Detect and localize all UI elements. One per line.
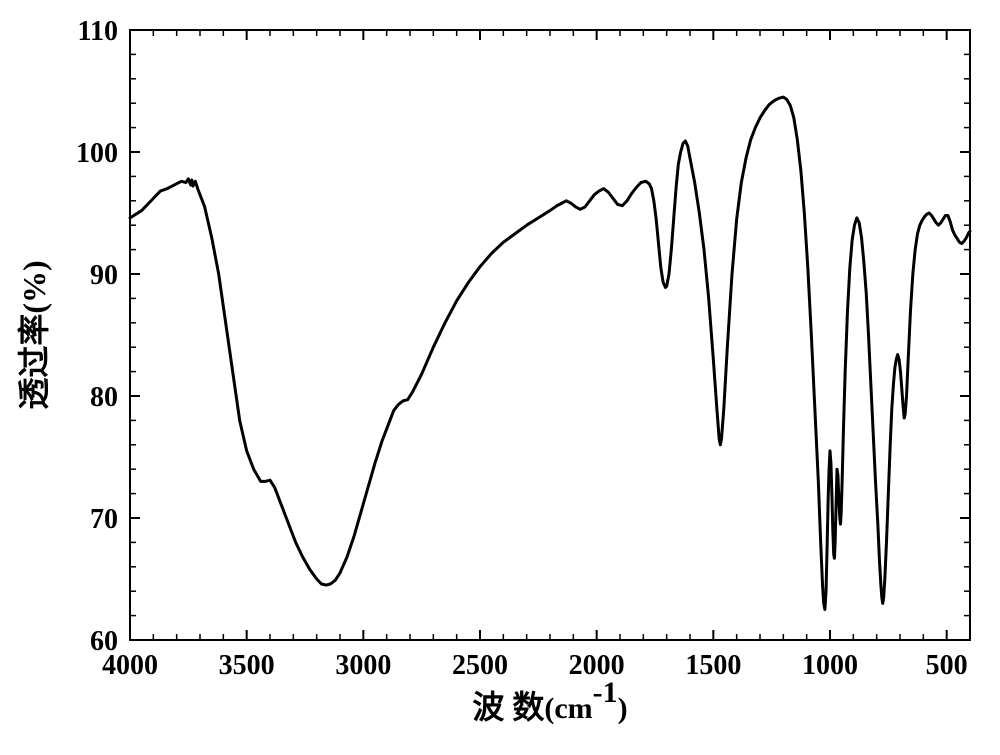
y-axis-title: 透过率(%) bbox=[16, 260, 52, 409]
plot-frame bbox=[130, 30, 970, 640]
x-tick-label: 2500 bbox=[452, 650, 508, 681]
x-tick-label: 1000 bbox=[802, 650, 858, 681]
chart-svg: 4000350030002500200015001000500607080901… bbox=[0, 0, 1000, 755]
y-tick-label: 80 bbox=[90, 382, 118, 413]
spectrum-line bbox=[130, 97, 970, 609]
y-tick-label: 60 bbox=[90, 626, 118, 657]
y-tick-label: 100 bbox=[76, 138, 118, 169]
ir-spectrum-chart: 4000350030002500200015001000500607080901… bbox=[0, 0, 1000, 755]
x-axis-title: 波 数(cm-1) bbox=[472, 676, 627, 726]
x-tick-label: 3500 bbox=[219, 650, 275, 681]
x-tick-label: 500 bbox=[926, 650, 968, 681]
y-tick-label: 70 bbox=[90, 504, 118, 535]
x-tick-label: 1500 bbox=[685, 650, 741, 681]
y-tick-label: 110 bbox=[78, 16, 118, 47]
x-tick-label: 3000 bbox=[335, 650, 391, 681]
y-tick-label: 90 bbox=[90, 260, 118, 291]
